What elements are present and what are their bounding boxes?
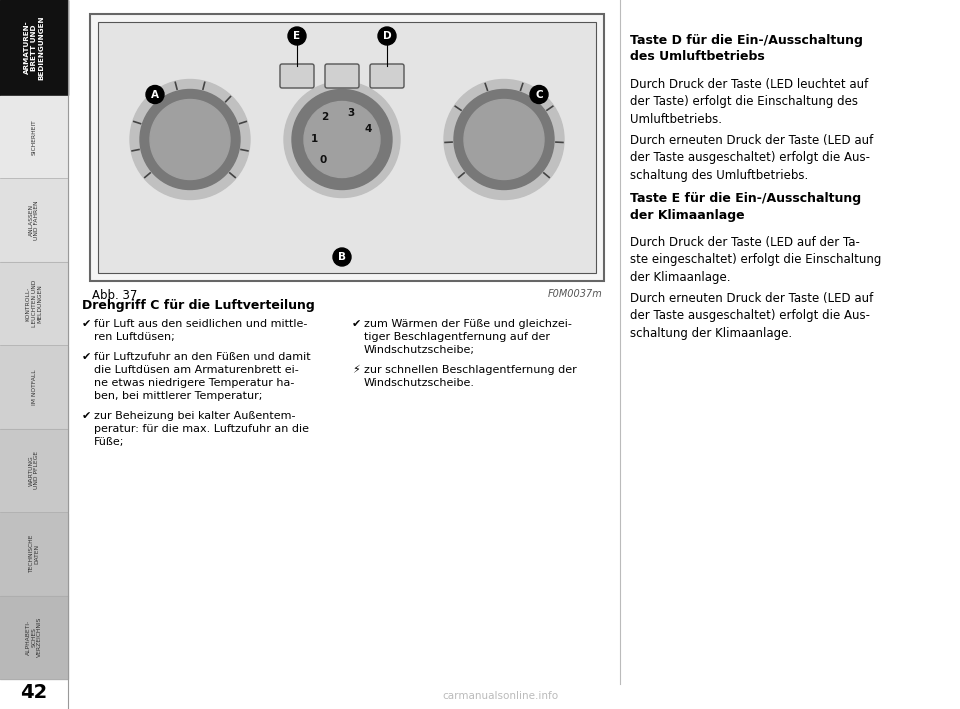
FancyBboxPatch shape [280,64,314,88]
Circle shape [464,99,544,179]
Text: ✔: ✔ [82,319,91,329]
Text: Abb. 37: Abb. 37 [92,289,137,302]
Text: Drehgriff C für die Luftverteilung: Drehgriff C für die Luftverteilung [82,299,315,312]
Text: B: B [338,252,346,262]
Text: 3: 3 [347,108,354,118]
Text: carmanualsonline.info: carmanualsonline.info [442,691,558,701]
Circle shape [378,27,396,45]
Text: C: C [535,89,542,99]
Text: E: E [294,31,300,41]
Text: Durch erneuten Druck der Taste (LED auf
der Taste ausgeschaltet) erfolgt die Aus: Durch erneuten Druck der Taste (LED auf … [630,292,874,340]
Text: Windschutzscheibe;: Windschutzscheibe; [364,345,475,355]
Text: zur schnellen Beschlagentfernung der: zur schnellen Beschlagentfernung der [364,365,577,375]
Bar [0,346,68,429]
Text: für Luft aus den seidlichen und mittle-: für Luft aus den seidlichen und mittle- [94,319,307,329]
Text: zur Beheizung bei kalter Außentem-: zur Beheizung bei kalter Außentem- [94,411,296,421]
Text: ✔: ✔ [82,352,91,362]
Text: WARTUNG
UND PFLEGE: WARTUNG UND PFLEGE [29,452,39,489]
Text: ren Luftdüsen;: ren Luftdüsen; [94,332,175,342]
Circle shape [454,89,554,189]
Text: Taste E für die Ein-/Ausschaltung
der Klimaanlage: Taste E für die Ein-/Ausschaltung der Kl… [630,192,861,221]
Text: Durch Druck der Taste (LED leuchtet auf
der Taste) erfolgt die Einschaltung des
: Durch Druck der Taste (LED leuchtet auf … [630,78,868,126]
Text: die Luftdüsen am Armaturenbrett ei-: die Luftdüsen am Armaturenbrett ei- [94,365,299,375]
Text: ne etwas niedrigere Temperatur ha-: ne etwas niedrigere Temperatur ha- [94,378,295,388]
Circle shape [292,89,392,189]
Text: ARMATUREN-
BRETT UND
BEDIENGUNGEN: ARMATUREN- BRETT UND BEDIENGUNGEN [24,16,44,79]
Text: 42: 42 [20,683,48,703]
Circle shape [333,248,351,266]
Bar [0,513,68,596]
Bar [0,262,68,345]
Text: Durch erneuten Druck der Taste (LED auf
der Taste ausgeschaltet) erfolgt die Aus: Durch erneuten Druck der Taste (LED auf … [630,134,874,182]
Text: TECHNISCHE
DATEN: TECHNISCHE DATEN [29,535,39,573]
Text: 0: 0 [320,155,327,165]
Text: ANLASSEN
UND FAHREN: ANLASSEN UND FAHREN [29,201,39,240]
Text: ben, bei mittlerer Temperatur;: ben, bei mittlerer Temperatur; [94,391,262,401]
Text: 2: 2 [322,113,328,123]
Circle shape [530,86,548,104]
Text: IM NOTFALL: IM NOTFALL [32,369,36,405]
Text: Taste D für die Ein-/Ausschaltung
des Umluftbetriebs: Taste D für die Ein-/Ausschaltung des Um… [630,34,863,64]
Text: ALPHABETI-
SCHES
VERZEICHNIS: ALPHABETI- SCHES VERZEICHNIS [26,617,42,657]
Text: für Luftzufuhr an den Füßen und damit: für Luftzufuhr an den Füßen und damit [94,352,311,362]
Text: ✔: ✔ [82,411,91,421]
Circle shape [288,27,306,45]
Text: KONTROLL-
LEUCHTEN UND
MELDUNGEN: KONTROLL- LEUCHTEN UND MELDUNGEN [26,280,42,328]
Text: SICHERHEIT: SICHERHEIT [32,119,36,155]
Circle shape [444,79,564,199]
Bar [0,96,68,179]
Circle shape [146,86,164,104]
Circle shape [284,82,400,198]
Text: D: D [383,31,392,41]
FancyBboxPatch shape [325,64,359,88]
Circle shape [140,89,240,189]
Text: Füße;: Füße; [94,437,125,447]
Bar [90,14,604,281]
Circle shape [130,79,250,199]
Text: 1: 1 [310,135,318,145]
Text: ✔: ✔ [352,319,361,329]
Circle shape [150,99,230,179]
Text: ⚡: ⚡ [352,365,360,375]
Text: zum Wärmen der Füße und gleichzei-: zum Wärmen der Füße und gleichzei- [364,319,572,329]
Bar [0,179,68,262]
FancyBboxPatch shape [370,64,404,88]
Text: 4: 4 [364,124,372,134]
Text: Durch Druck der Taste (LED auf der Ta-
ste eingeschaltet) erfolgt die Einschaltu: Durch Druck der Taste (LED auf der Ta- s… [630,236,881,284]
Text: tiger Beschlagentfernung auf der: tiger Beschlagentfernung auf der [364,332,550,342]
Circle shape [304,101,380,177]
Bar [0,429,68,512]
Bar [98,22,596,273]
Text: Windschutzscheibe.: Windschutzscheibe. [364,378,475,388]
Bar [0,0,68,95]
Bar [0,596,68,679]
Text: F0M0037m: F0M0037m [547,289,602,299]
Text: A: A [151,89,159,99]
Text: peratur: für die max. Luftzufuhr an die: peratur: für die max. Luftzufuhr an die [94,424,309,434]
